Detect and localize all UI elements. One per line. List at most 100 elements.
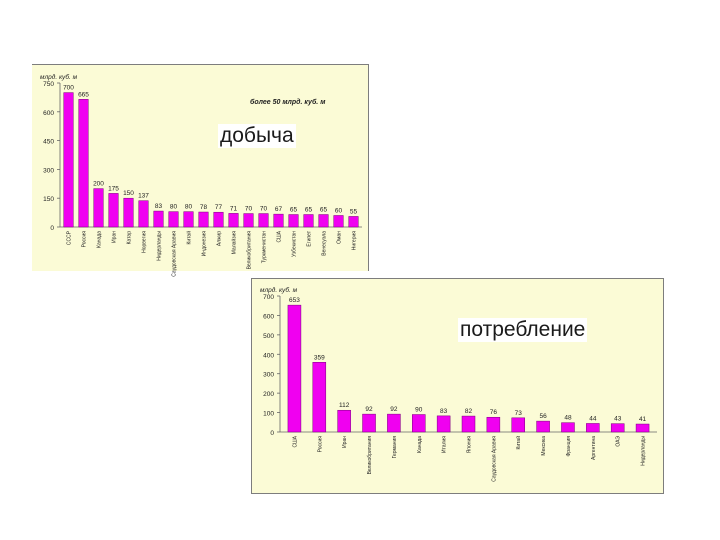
data-label: 65 bbox=[290, 207, 298, 214]
category-label: Япония bbox=[467, 436, 473, 454]
data-label: 60 bbox=[335, 207, 343, 214]
category-label: Великобритания bbox=[367, 436, 373, 475]
category-label: Норвегия bbox=[142, 231, 148, 253]
data-label: 44 bbox=[589, 415, 597, 422]
y-tick-label: 0 bbox=[270, 430, 274, 437]
category-label: ОАЭ bbox=[616, 436, 622, 447]
data-label: 82 bbox=[465, 408, 473, 415]
data-label: 65 bbox=[305, 207, 313, 214]
bar bbox=[635, 423, 650, 433]
y-tick-label: 450 bbox=[43, 139, 54, 146]
bar bbox=[123, 197, 134, 228]
category-label: Венесуэла bbox=[322, 231, 328, 256]
y-tick-label: 0 bbox=[50, 225, 54, 232]
y-axis-label: млрд. куб. м bbox=[260, 286, 298, 294]
data-label: 90 bbox=[415, 407, 423, 414]
category-label: Нидерланды bbox=[157, 231, 163, 261]
y-tick-label: 500 bbox=[263, 333, 274, 340]
category-label: Саудовская Аравия bbox=[172, 231, 178, 277]
bar bbox=[362, 413, 376, 433]
bar bbox=[348, 216, 359, 228]
category-label: Китай bbox=[186, 231, 193, 245]
bar bbox=[78, 99, 89, 228]
data-label: 92 bbox=[390, 406, 398, 413]
bar bbox=[387, 413, 401, 433]
data-label: 55 bbox=[350, 208, 358, 215]
data-label: 83 bbox=[440, 408, 448, 415]
data-label: 41 bbox=[639, 416, 647, 423]
bar bbox=[153, 210, 164, 228]
bar bbox=[318, 214, 329, 228]
data-label: 112 bbox=[339, 402, 350, 409]
bar bbox=[337, 409, 351, 433]
category-label: Иран bbox=[342, 436, 348, 448]
y-tick-label: 100 bbox=[263, 411, 274, 418]
y-tick-label: 300 bbox=[263, 372, 274, 379]
category-label: Саудовская Аравия bbox=[491, 436, 497, 482]
bar bbox=[561, 422, 575, 433]
bar bbox=[412, 414, 426, 433]
data-label: 78 bbox=[200, 204, 208, 211]
y-tick-label: 600 bbox=[43, 110, 54, 117]
y-tick-label: 150 bbox=[43, 196, 54, 203]
category-label: Катар bbox=[127, 231, 133, 245]
category-label: Туркменистан bbox=[262, 231, 268, 263]
bar bbox=[63, 92, 74, 228]
bar bbox=[273, 213, 284, 228]
bar bbox=[228, 213, 239, 228]
category-label: Узбекистан bbox=[292, 231, 298, 257]
data-label: 80 bbox=[170, 204, 178, 211]
category-label: Аргентина bbox=[591, 436, 597, 460]
bar bbox=[511, 417, 525, 433]
data-label: 200 bbox=[93, 181, 104, 188]
category-label: Канада bbox=[97, 231, 103, 248]
data-label: 665 bbox=[78, 91, 89, 98]
bar bbox=[198, 211, 209, 228]
bar bbox=[486, 416, 501, 433]
y-axis-label: млрд. куб. м bbox=[40, 73, 78, 81]
category-label: Германия bbox=[392, 436, 398, 459]
data-label: 70 bbox=[245, 206, 253, 213]
data-label: 77 bbox=[215, 204, 223, 211]
data-label: 70 bbox=[260, 206, 268, 213]
category-label: Иран bbox=[112, 231, 118, 243]
production-chart-panel: млрд. куб. м 0 150 300 450 600 750 700 СССР 665 Ро… bbox=[32, 64, 369, 277]
y-tick-label: 750 bbox=[43, 81, 54, 88]
category-label: Россия bbox=[82, 231, 88, 248]
category-label: Китай bbox=[515, 436, 522, 450]
consumption-chart-title: потребление bbox=[458, 318, 588, 342]
data-label: 150 bbox=[123, 190, 134, 197]
data-label: 56 bbox=[539, 413, 547, 420]
category-label: Канада bbox=[417, 436, 423, 453]
data-label: 175 bbox=[108, 185, 119, 192]
data-label: 43 bbox=[614, 416, 622, 423]
category-label: Россия bbox=[317, 436, 323, 453]
data-label: 653 bbox=[289, 297, 300, 304]
category-label: Индонезия bbox=[202, 231, 208, 257]
bar bbox=[610, 423, 625, 433]
data-label: 76 bbox=[490, 409, 498, 416]
category-label: Египет bbox=[307, 230, 313, 246]
bar bbox=[333, 215, 344, 228]
category-label: Малайзия bbox=[231, 231, 238, 255]
consumption-bar-chart: млрд. куб. м 0 100 200 300 400 500 600 700 653 США… bbox=[260, 286, 657, 482]
y-tick-label: 400 bbox=[263, 352, 274, 359]
data-label: 48 bbox=[564, 415, 572, 422]
bar bbox=[258, 213, 269, 228]
bar bbox=[138, 200, 149, 228]
data-label: 83 bbox=[155, 203, 163, 210]
data-label: 73 bbox=[515, 410, 523, 417]
category-label: Нигерия bbox=[352, 231, 358, 250]
bar bbox=[183, 211, 194, 228]
production-bar-chart: млрд. куб. м 0 150 300 450 600 750 700 СССР 665 Ро… bbox=[40, 73, 362, 277]
data-label: 700 bbox=[63, 85, 74, 92]
y-tick-label: 700 bbox=[263, 294, 274, 301]
bar bbox=[243, 213, 254, 228]
category-label: США bbox=[277, 230, 283, 242]
category-label: Мексика bbox=[541, 436, 547, 456]
bar bbox=[108, 193, 119, 228]
data-label: 92 bbox=[365, 406, 373, 413]
y-tick-label: 300 bbox=[43, 167, 54, 174]
y-tick-label: 200 bbox=[263, 391, 274, 398]
category-label: Оман bbox=[337, 231, 343, 244]
